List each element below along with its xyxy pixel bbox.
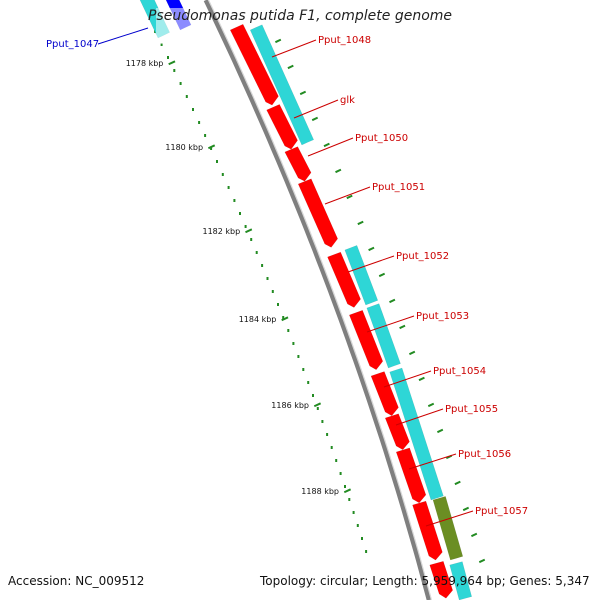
- cds-reverse-1[interactable]: [249, 24, 315, 146]
- tick-label: 1188 kbp: [301, 487, 339, 496]
- leader-line: [383, 370, 432, 388]
- cds-forward-1[interactable]: [229, 23, 279, 106]
- cds-reverse-4[interactable]: [389, 367, 444, 501]
- cds-highlight[interactable]: [432, 496, 464, 561]
- cds-forward-7[interactable]: [370, 371, 399, 417]
- cds-forward-10[interactable]: [412, 500, 443, 561]
- tick-label: 1184 kbp: [239, 315, 277, 324]
- gene-label-glk[interactable]: glk: [340, 95, 355, 106]
- cds-forward-4[interactable]: [297, 178, 338, 248]
- gene-label-pput-1050[interactable]: Pput_1050: [355, 133, 408, 144]
- leader-line: [425, 510, 474, 527]
- leader-line: [347, 255, 395, 273]
- cds-forward-5[interactable]: [327, 251, 361, 308]
- tick-label: 1180 kbp: [165, 143, 203, 152]
- leader-line: [97, 27, 149, 45]
- cds-reverse-3[interactable]: [366, 303, 401, 369]
- gene-label-pput-1048[interactable]: Pput_1048: [318, 35, 371, 46]
- leader-line: [271, 39, 317, 58]
- cds-forward-6[interactable]: [348, 309, 384, 371]
- leader-line: [324, 186, 371, 205]
- gene-label-pput-1047[interactable]: Pput_1047: [46, 39, 99, 50]
- leader-line: [293, 99, 339, 119]
- accession-text: Accession: NC_009512: [8, 574, 145, 588]
- feature-track: [139, 0, 473, 600]
- gene-label-pput-1054[interactable]: Pput_1054: [433, 366, 486, 377]
- gene-label-pput-1053[interactable]: Pput_1053: [416, 311, 469, 322]
- leader-line: [408, 453, 457, 470]
- gene-label-pput-1057[interactable]: Pput_1057: [475, 506, 528, 517]
- tick-label: 1182 kbp: [202, 227, 240, 236]
- cds-forward-3[interactable]: [284, 146, 312, 182]
- backbone: [203, 0, 432, 600]
- map-title: Pseudomonas putida F1, complete genome: [147, 8, 453, 24]
- tick-label: 1178 kbp: [126, 59, 164, 68]
- gene-label-pput-1056[interactable]: Pput_1056: [458, 449, 511, 460]
- leader-line: [366, 315, 415, 333]
- gene-label-pput-1051[interactable]: Pput_1051: [372, 182, 425, 193]
- leader-line: [395, 408, 444, 426]
- topology-text: Topology: circular; Length: 5,959,964 bp…: [260, 574, 590, 588]
- tick-label: 1186 kbp: [271, 401, 309, 410]
- gene-label-pput-1052[interactable]: Pput_1052: [396, 251, 449, 262]
- cds-forward-2[interactable]: [266, 104, 298, 150]
- gene-label-pput-1055[interactable]: Pput_1055: [445, 404, 498, 415]
- cds-forward-8[interactable]: [384, 413, 410, 451]
- tick-track: 1178 kbp 1180 kbp 1182 kbp 1184 kbp 1186 kbp…: [126, 30, 486, 564]
- cds-reverse-5[interactable]: [449, 561, 473, 600]
- cds-reverse-2[interactable]: [344, 245, 379, 306]
- cds-forward-9[interactable]: [395, 447, 427, 504]
- leader-line: [307, 137, 354, 157]
- backbone-line: [203, 0, 432, 600]
- cds-forward-11[interactable]: [429, 560, 453, 599]
